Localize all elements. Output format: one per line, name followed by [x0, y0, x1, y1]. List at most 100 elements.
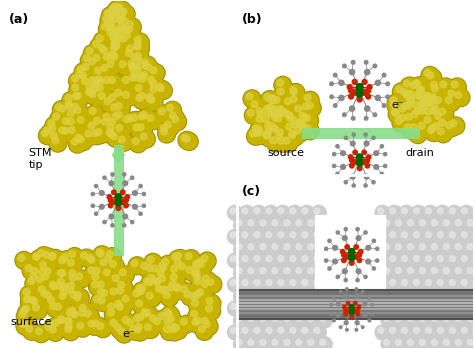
Circle shape — [200, 279, 215, 295]
Circle shape — [270, 112, 285, 128]
Circle shape — [282, 313, 296, 328]
Circle shape — [195, 287, 210, 303]
Circle shape — [192, 289, 208, 304]
Circle shape — [252, 229, 266, 244]
Circle shape — [427, 93, 445, 111]
Circle shape — [134, 321, 149, 337]
Circle shape — [103, 126, 121, 144]
Circle shape — [36, 283, 54, 301]
Circle shape — [31, 268, 38, 274]
Circle shape — [250, 130, 256, 137]
Circle shape — [268, 111, 286, 129]
Circle shape — [305, 313, 320, 328]
Circle shape — [179, 263, 185, 270]
Circle shape — [110, 288, 117, 295]
Circle shape — [133, 297, 151, 315]
Circle shape — [257, 313, 273, 328]
Circle shape — [109, 2, 125, 17]
Circle shape — [158, 108, 165, 115]
Circle shape — [38, 286, 45, 292]
Circle shape — [74, 69, 90, 85]
Circle shape — [421, 97, 438, 113]
Circle shape — [114, 31, 129, 47]
Circle shape — [362, 290, 364, 293]
Circle shape — [56, 289, 74, 307]
Circle shape — [144, 276, 160, 292]
Circle shape — [280, 134, 298, 152]
Circle shape — [268, 122, 286, 140]
Circle shape — [291, 124, 309, 142]
Circle shape — [64, 115, 82, 133]
Circle shape — [171, 322, 186, 338]
Circle shape — [142, 276, 158, 292]
Circle shape — [182, 250, 200, 268]
Circle shape — [100, 12, 118, 30]
Circle shape — [136, 110, 154, 128]
Circle shape — [236, 315, 242, 321]
Circle shape — [246, 313, 260, 328]
Circle shape — [120, 294, 136, 309]
Circle shape — [200, 315, 215, 332]
Circle shape — [364, 231, 367, 234]
Circle shape — [364, 133, 367, 136]
Circle shape — [431, 220, 438, 226]
Circle shape — [73, 68, 91, 86]
Circle shape — [68, 289, 84, 305]
Circle shape — [68, 127, 75, 134]
Circle shape — [65, 108, 81, 124]
Circle shape — [268, 135, 283, 151]
Circle shape — [248, 315, 254, 321]
Circle shape — [113, 121, 131, 140]
Circle shape — [107, 29, 114, 36]
Circle shape — [204, 303, 219, 319]
Circle shape — [53, 301, 69, 317]
Circle shape — [461, 208, 467, 214]
Circle shape — [274, 76, 292, 94]
Circle shape — [194, 317, 201, 324]
Circle shape — [330, 95, 333, 99]
Circle shape — [136, 285, 143, 292]
Circle shape — [288, 87, 304, 102]
Circle shape — [23, 322, 41, 340]
Circle shape — [405, 241, 420, 256]
Circle shape — [117, 11, 132, 27]
Circle shape — [264, 205, 278, 220]
Circle shape — [21, 287, 37, 302]
Circle shape — [424, 93, 431, 100]
Circle shape — [415, 102, 433, 120]
Circle shape — [95, 294, 113, 312]
Circle shape — [350, 163, 354, 168]
Circle shape — [45, 294, 63, 312]
Circle shape — [356, 160, 363, 166]
Circle shape — [242, 208, 248, 214]
Circle shape — [443, 95, 459, 111]
Circle shape — [140, 111, 147, 118]
Circle shape — [148, 65, 164, 81]
Circle shape — [98, 297, 105, 304]
Circle shape — [148, 262, 166, 280]
Circle shape — [253, 126, 271, 144]
Circle shape — [262, 126, 279, 144]
Circle shape — [154, 278, 161, 285]
Circle shape — [93, 246, 111, 264]
Circle shape — [32, 325, 50, 343]
Circle shape — [413, 90, 431, 108]
Circle shape — [86, 89, 92, 96]
Circle shape — [36, 276, 43, 283]
Circle shape — [163, 119, 178, 135]
Circle shape — [294, 117, 310, 133]
Circle shape — [72, 75, 79, 82]
Circle shape — [424, 117, 431, 123]
Circle shape — [100, 111, 118, 128]
Circle shape — [144, 263, 160, 279]
Circle shape — [383, 104, 386, 107]
Circle shape — [354, 254, 358, 259]
Circle shape — [134, 43, 141, 50]
Circle shape — [79, 60, 97, 78]
Circle shape — [191, 268, 207, 283]
Circle shape — [144, 310, 151, 316]
Circle shape — [66, 125, 82, 141]
Circle shape — [159, 262, 165, 269]
Circle shape — [102, 8, 120, 26]
Circle shape — [409, 77, 427, 95]
